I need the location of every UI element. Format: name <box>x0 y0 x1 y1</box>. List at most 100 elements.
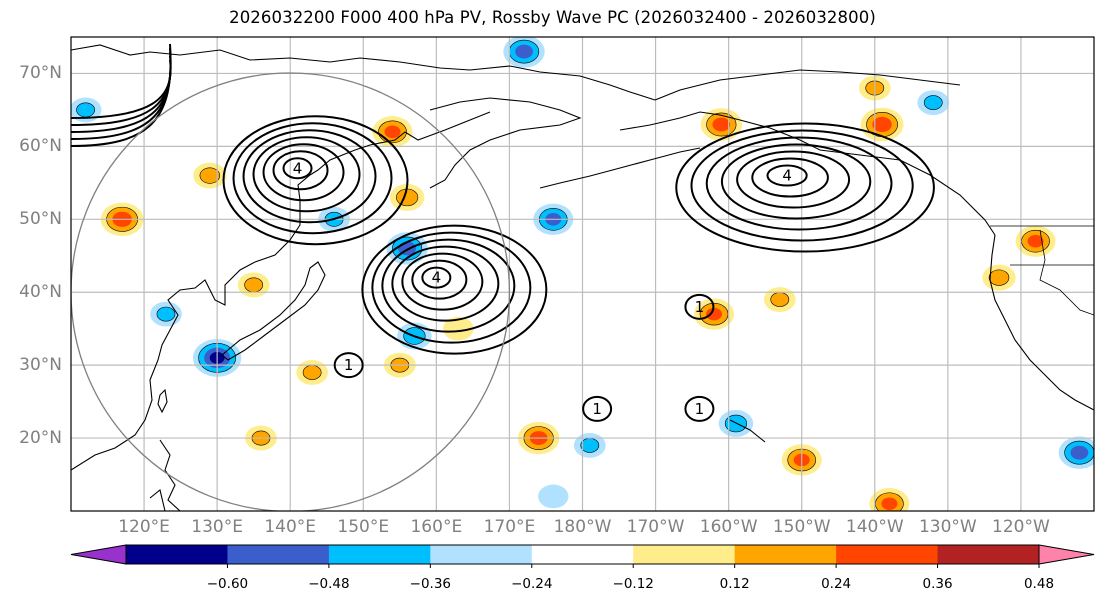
pv-trough: 1 <box>582 395 613 422</box>
pv-contour <box>720 143 872 220</box>
lon-tick-label: 160°W <box>699 517 758 537</box>
anomaly-level <box>988 269 1010 286</box>
lat-tick-label: 70°N <box>19 63 62 84</box>
lon-tick-label: 150°W <box>772 517 831 537</box>
coastline-aleutians <box>539 147 701 189</box>
chart-title: 2026032200 F000 400 hPa PV, Rossby Wave … <box>229 8 876 27</box>
anomaly-level <box>199 167 221 184</box>
pv-contour <box>242 129 377 224</box>
pv-contour <box>272 150 329 191</box>
negative-anomaly <box>917 90 950 116</box>
colorbar-segment <box>734 545 837 564</box>
colorbar-tick-label: 0.48 <box>1023 576 1055 592</box>
coastline-hawaii <box>729 419 766 443</box>
coastline-alaska <box>619 69 996 236</box>
colorbar-extend-max <box>1038 544 1095 565</box>
colorbar-segment <box>633 545 736 564</box>
anomaly-level <box>706 307 723 321</box>
colorbar-segment <box>836 545 939 564</box>
positive-anomaly <box>193 162 227 189</box>
pv-contour-label: 1 <box>695 400 705 418</box>
lon-tick-label: 140°E <box>264 517 317 537</box>
colorbar-segment <box>531 545 634 564</box>
lon-tick-label: 160°E <box>410 517 463 537</box>
pv-contour <box>71 43 172 147</box>
positive-anomaly <box>763 287 796 312</box>
coastline-north-america-west <box>989 234 1094 411</box>
lon-tick-label: 120°W <box>992 517 1050 537</box>
anomaly-level <box>1027 234 1044 248</box>
anomaly-level <box>384 125 401 139</box>
pv-trough: 4 <box>675 122 935 253</box>
anomaly-level <box>156 306 176 322</box>
colorbar-segment <box>328 545 431 564</box>
anomaly-level <box>881 497 898 510</box>
pv-contour <box>222 115 409 246</box>
colorbar-extend-min <box>70 544 127 565</box>
pv-trough: 1 <box>333 352 364 379</box>
negative-anomaly <box>150 301 182 327</box>
pv-contour-label: 1 <box>592 400 602 418</box>
positive-anomaly <box>694 298 735 330</box>
pv-contour <box>675 122 935 253</box>
positive-anomaly <box>296 360 329 385</box>
anomaly-level <box>770 292 790 307</box>
colorbar-segment <box>227 545 330 564</box>
anomaly-level <box>76 102 95 118</box>
lat-tick-label: 60°N <box>19 136 62 157</box>
pv-trough: 4 <box>361 224 548 355</box>
colorbar-segment <box>937 545 1040 564</box>
coastline-philippines <box>149 439 181 511</box>
lon-tick-label: 120°E <box>118 517 170 537</box>
coastline-taiwan <box>157 388 168 414</box>
pv-trough: 4 <box>222 115 409 246</box>
pv-contour <box>684 395 715 422</box>
lon-tick-label: 130°W <box>918 517 977 537</box>
colorbar-tick-label: 0.36 <box>922 576 953 592</box>
pv-contour <box>391 245 500 322</box>
pv-trough: 1 <box>684 395 715 422</box>
pv-contour <box>766 164 808 187</box>
pv-contour <box>421 266 452 289</box>
positive-anomaly <box>869 488 910 511</box>
pv-contour <box>411 259 468 300</box>
pv-contour <box>751 157 829 198</box>
colorbar-tick-label: 0.24 <box>821 576 852 592</box>
pv-contour <box>582 395 613 422</box>
positive-anomaly <box>1015 225 1056 257</box>
lon-tick-label: 150°E <box>337 517 390 537</box>
negative-anomaly <box>573 432 606 458</box>
pv-contour-label: 1 <box>695 298 705 316</box>
pv-contour <box>381 238 516 333</box>
pv-contour-label: 4 <box>293 159 303 177</box>
lat-tick-label: 40°N <box>19 282 62 303</box>
positive-anomaly <box>443 316 474 341</box>
map-frame <box>70 36 1095 512</box>
lat-tick-label: 30°N <box>19 355 62 376</box>
coastline-siberia-north <box>71 44 656 101</box>
anomaly-level <box>515 44 533 59</box>
colorbar-tick-label: −0.24 <box>511 576 553 592</box>
colorbar-tick-label: −0.48 <box>308 576 350 592</box>
coastline-japan <box>221 261 326 361</box>
pv-contour <box>736 150 851 209</box>
colorbar-tick-label: 0.12 <box>719 576 750 592</box>
anomaly-level <box>443 316 474 341</box>
pv-trough: 1 <box>684 293 715 320</box>
colorbar <box>70 544 1095 568</box>
pv-contour <box>401 252 484 311</box>
anomaly-level <box>923 95 943 111</box>
colorbar-tick-label: −0.60 <box>206 576 249 592</box>
positive-anomaly <box>372 116 413 148</box>
pv-contour-label: 4 <box>782 167 792 185</box>
pv-contour <box>252 136 361 213</box>
negative-anomaly <box>538 484 569 509</box>
border-us-canada <box>990 225 1094 316</box>
negative-anomaly <box>503 37 545 68</box>
positive-anomaly <box>237 272 270 298</box>
colorbar-tick-label: −0.36 <box>409 576 452 592</box>
pv-contour-label: 4 <box>432 269 442 287</box>
lon-tick-label: 140°W <box>845 517 904 537</box>
colorbar-segment <box>126 545 228 564</box>
